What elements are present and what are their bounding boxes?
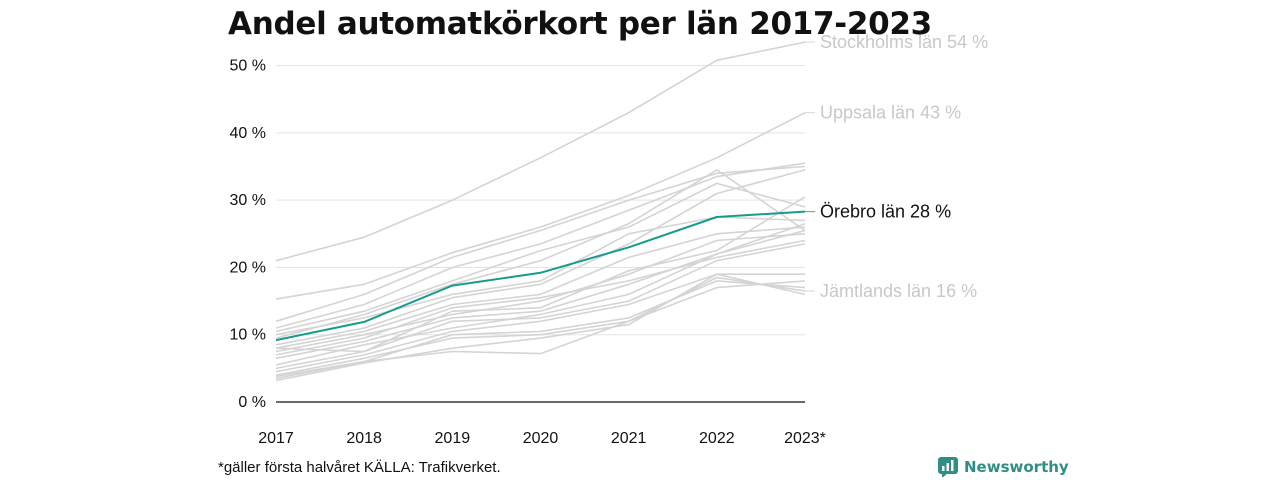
- y-tick-label: 0 %: [238, 394, 266, 411]
- series-line-dalarnas-l-n: [275, 233, 806, 353]
- brand-name: Newsworthy: [964, 458, 1069, 476]
- series-end-labels: Stockholms län 54 % Uppsala län 43 % Örebr…: [820, 32, 988, 301]
- series-label: Jämtlands län 16 %: [820, 281, 977, 301]
- background-series: [275, 41, 806, 382]
- series-line--rebro-l-n: [275, 210, 806, 342]
- x-axis-ticks: 2017 2018 2019 2020 2021 2022 2023*: [258, 430, 826, 447]
- y-tick-label: 10 %: [230, 327, 266, 344]
- series-label: Uppsala län 43 %: [820, 103, 961, 123]
- series-label: Örebro län 28 %: [820, 202, 951, 222]
- series-line-gotlands-l-n: [275, 196, 806, 353]
- series-line-norrbottens-l-n: [275, 273, 806, 382]
- series-line-stockholms-l-n: [275, 41, 806, 262]
- series-line-v-sternorrlands-l-n: [275, 280, 806, 376]
- x-tick-label: 2023*: [784, 430, 826, 447]
- x-tick-label: 2021: [611, 430, 647, 447]
- series-line-uppsala-l-n: [275, 111, 806, 300]
- y-tick-label: 40 %: [230, 125, 266, 142]
- series-label: Stockholms län 54 %: [820, 32, 988, 52]
- x-tick-label: 2017: [258, 430, 294, 447]
- series-line-kalmar-l-n: [275, 222, 806, 366]
- label-leaders: [805, 41, 815, 292]
- footnote: *gäller första halvåret KÄLLA: Trafikver…: [218, 459, 501, 476]
- x-tick-label: 2018: [346, 430, 382, 447]
- x-tick-label: 2022: [699, 430, 735, 447]
- series-line-v-sterbottens-l-n: [275, 280, 806, 378]
- newsworthy-logo[interactable]: Newsworthy: [938, 456, 1069, 478]
- series-line--sterg-tlands-l-n: [275, 182, 806, 333]
- series-line-v-rmlands-l-n: [275, 239, 806, 356]
- chart-bar-icon: [938, 457, 958, 477]
- y-tick-label: 50 %: [230, 58, 266, 75]
- series-line-hallands-l-n: [275, 169, 806, 346]
- x-tick-label: 2019: [435, 430, 471, 447]
- series-line-s-dermanlands-l-n: [275, 169, 806, 339]
- series-line-sk-ne-l-n: [275, 162, 806, 329]
- highlight-series: [275, 210, 806, 342]
- y-axis-ticks: 0 % 10 % 20 % 30 % 40 % 50 %: [230, 58, 266, 411]
- series-line-v-stra-g-talands-l-n: [275, 165, 806, 323]
- chart-title: Andel automatkörkort per län 2017-2023: [228, 6, 932, 42]
- y-tick-label: 20 %: [230, 259, 266, 276]
- series-line-g-vleborgs-l-n: [275, 226, 806, 349]
- x-tick-label: 2020: [523, 430, 559, 447]
- y-tick-label: 30 %: [230, 192, 266, 209]
